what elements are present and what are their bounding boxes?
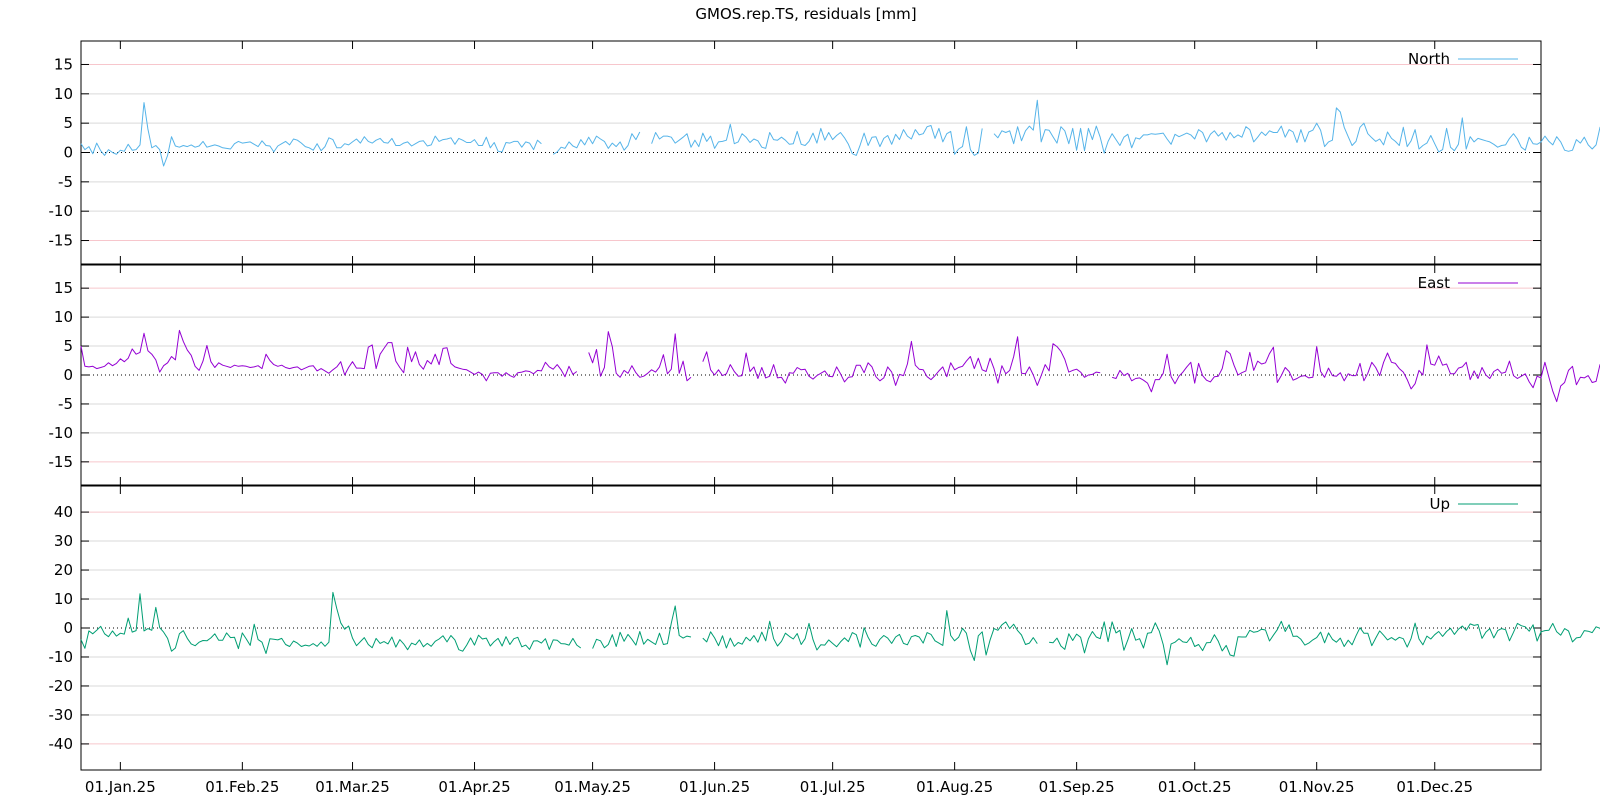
series-line-up bbox=[81, 592, 1600, 664]
x-tick-label: 01.Apr.25 bbox=[438, 778, 510, 796]
x-tick-label: 01.Feb.25 bbox=[205, 778, 279, 796]
x-tick-label: 01.Dec.25 bbox=[1396, 778, 1473, 796]
x-tick-label: 01.May.25 bbox=[554, 778, 631, 796]
y-tick-label: 0 bbox=[63, 619, 73, 637]
x-tick-label: 01.Oct.25 bbox=[1158, 778, 1232, 796]
y-tick-label: -10 bbox=[49, 424, 74, 442]
legend-label: North bbox=[1408, 50, 1450, 68]
legend-label: East bbox=[1418, 274, 1450, 292]
x-axis-labels: 01.Jan.25 01.Feb.25 01.Mar.25 01.Apr.25 01.M… bbox=[85, 778, 1473, 796]
y-tick-label: 20 bbox=[54, 561, 73, 579]
y-tick-label: -30 bbox=[49, 706, 74, 724]
y-tick-label: -15 bbox=[49, 453, 74, 471]
y-tick-label: 30 bbox=[54, 532, 73, 550]
y-tick-label: 40 bbox=[54, 503, 73, 521]
x-tick-label: 01.Nov.25 bbox=[1279, 778, 1355, 796]
legend-label: Up bbox=[1429, 495, 1450, 513]
y-tick-label: -20 bbox=[49, 677, 74, 695]
y-tick-label: -10 bbox=[49, 202, 74, 220]
y-tick-label: 10 bbox=[54, 590, 73, 608]
x-tick-label: 01.Jan.25 bbox=[85, 778, 156, 796]
x-tick-label: 01.Mar.25 bbox=[315, 778, 390, 796]
y-tick-label: 10 bbox=[54, 85, 73, 103]
y-tick-label: 0 bbox=[63, 144, 73, 162]
y-tick-label: 5 bbox=[63, 337, 73, 355]
y-tick-label: -15 bbox=[49, 232, 74, 250]
series-line-north bbox=[81, 100, 1600, 166]
x-tick-label: 01.Sep.25 bbox=[1039, 778, 1115, 796]
y-tick-label: 0 bbox=[63, 366, 73, 384]
y-tick-label: -40 bbox=[49, 735, 74, 753]
y-tick-label: 5 bbox=[63, 114, 73, 132]
y-tick-label: -5 bbox=[58, 395, 73, 413]
y-tick-label: 15 bbox=[54, 279, 73, 297]
series-line-east bbox=[81, 326, 1600, 401]
x-tick-label: 01.Aug.25 bbox=[916, 778, 993, 796]
y-tick-label: 15 bbox=[54, 55, 73, 73]
y-tick-label: -5 bbox=[58, 173, 73, 191]
chart-title: GMOS.rep.TS, residuals [mm] bbox=[695, 5, 916, 23]
panel-east: -15 -10 -5 0 5 10 15 East bbox=[49, 265, 1600, 485]
x-tick-label: 01.Jun.25 bbox=[679, 778, 750, 796]
panel-up: -40 -30 -20 -10 0 10 20 30 40 Up bbox=[49, 486, 1600, 770]
x-tick-label: 01.Jul.25 bbox=[800, 778, 866, 796]
panel-north: -15 -10 -5 0 5 10 15 North bbox=[49, 41, 1600, 264]
y-tick-label: 10 bbox=[54, 308, 73, 326]
y-tick-label: -10 bbox=[49, 648, 74, 666]
